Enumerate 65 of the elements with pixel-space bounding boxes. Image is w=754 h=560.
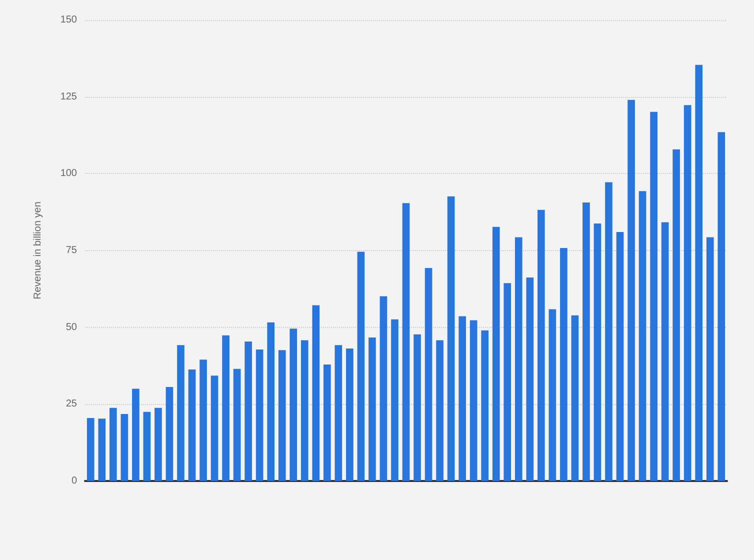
bar bbox=[256, 349, 264, 481]
bar bbox=[582, 202, 590, 481]
bar bbox=[684, 105, 692, 481]
bar bbox=[244, 341, 252, 481]
bar bbox=[312, 305, 320, 481]
bar bbox=[357, 252, 365, 481]
bar bbox=[346, 348, 354, 481]
bar bbox=[166, 386, 174, 481]
bar bbox=[481, 330, 489, 481]
bar bbox=[154, 408, 162, 481]
bar bbox=[458, 316, 466, 481]
bar bbox=[628, 100, 635, 481]
y-tick-label: 25 bbox=[66, 398, 78, 410]
bar bbox=[177, 345, 184, 481]
bar bbox=[368, 337, 376, 481]
bar bbox=[290, 328, 298, 481]
y-tick-label: 125 bbox=[60, 91, 78, 102]
bar bbox=[616, 232, 624, 481]
bar bbox=[548, 309, 556, 481]
bar bbox=[571, 315, 579, 481]
bar bbox=[414, 334, 421, 481]
bar bbox=[650, 112, 658, 481]
bar bbox=[109, 408, 117, 481]
y-axis-title: Revenue in billion yen bbox=[32, 202, 44, 300]
bar bbox=[514, 237, 522, 481]
bar bbox=[695, 64, 703, 481]
bar bbox=[323, 364, 331, 481]
y-tick-label: 150 bbox=[60, 14, 78, 26]
bar bbox=[334, 345, 342, 481]
bar bbox=[526, 278, 534, 481]
y-tick-label: 50 bbox=[66, 322, 78, 333]
bar bbox=[424, 268, 432, 481]
bar bbox=[470, 320, 478, 481]
bar bbox=[560, 248, 568, 481]
bar bbox=[447, 196, 455, 481]
bar bbox=[143, 412, 151, 481]
bar bbox=[278, 350, 286, 481]
bar bbox=[98, 418, 106, 481]
bar bbox=[605, 182, 612, 481]
bar bbox=[267, 322, 275, 481]
y-tick-label: 0 bbox=[71, 476, 78, 486]
bar bbox=[132, 388, 140, 481]
bar bbox=[537, 210, 545, 481]
bar bbox=[594, 223, 602, 481]
bar bbox=[504, 283, 512, 481]
bar bbox=[391, 319, 398, 481]
bar bbox=[120, 414, 128, 481]
bar bbox=[233, 368, 241, 481]
bar bbox=[672, 149, 680, 481]
bar bbox=[300, 340, 308, 481]
bar bbox=[402, 203, 410, 481]
bar bbox=[706, 237, 714, 481]
bar bbox=[436, 340, 444, 481]
bar bbox=[200, 360, 207, 481]
y-tick-label: 75 bbox=[66, 245, 78, 256]
bar bbox=[86, 418, 94, 481]
bar bbox=[661, 222, 669, 481]
bar bbox=[188, 369, 196, 481]
bar bbox=[380, 296, 388, 481]
bar bbox=[638, 191, 646, 481]
bar bbox=[222, 335, 230, 481]
y-tick-label: 100 bbox=[60, 168, 78, 180]
bar bbox=[492, 226, 500, 481]
bar bbox=[210, 376, 218, 481]
bar bbox=[718, 132, 726, 481]
